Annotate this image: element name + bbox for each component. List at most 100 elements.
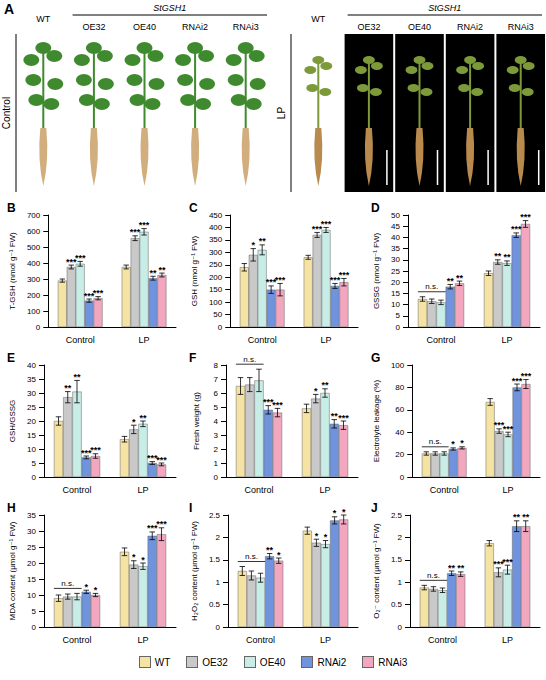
svg-text:20: 20 (27, 559, 36, 568)
svg-text:100: 100 (209, 298, 223, 307)
svg-text:0: 0 (218, 323, 223, 332)
svg-text:T-GSH (nmol g⁻¹ FW): T-GSH (nmol g⁻¹ FW) (8, 232, 17, 310)
svg-text:7: 7 (214, 375, 219, 384)
svg-text:0: 0 (398, 623, 403, 632)
svg-text:RNAi2: RNAi2 (182, 22, 208, 32)
svg-text:GSH/GSSG: GSH/GSSG (8, 400, 17, 443)
svg-text:LP: LP (137, 635, 148, 645)
svg-text:**: ** (259, 236, 267, 246)
svg-text:Control: Control (426, 335, 455, 345)
svg-text:200: 200 (209, 273, 223, 282)
svg-text:LP: LP (502, 635, 513, 645)
svg-text:300: 300 (209, 248, 223, 257)
svg-text:0.5: 0.5 (391, 600, 403, 609)
svg-text:LP: LP (501, 335, 512, 345)
svg-text:45: 45 (391, 222, 400, 231)
svg-text:LP: LP (276, 107, 287, 120)
svg-text:***: *** (521, 371, 532, 381)
svg-text:***: *** (275, 275, 286, 285)
svg-text:*: * (314, 386, 318, 396)
svg-text:*: * (141, 555, 145, 565)
svg-text:30: 30 (27, 527, 36, 536)
svg-text:5: 5 (32, 459, 37, 468)
svg-text:1.5: 1.5 (209, 555, 221, 564)
svg-text:50: 50 (213, 310, 222, 319)
svg-text:25: 25 (27, 543, 36, 552)
svg-text:B: B (7, 201, 16, 215)
svg-text:***: *** (156, 519, 167, 529)
svg-text:2.5: 2.5 (209, 511, 221, 520)
svg-text:*: * (460, 438, 464, 448)
svg-text:n.s.: n.s. (427, 571, 440, 580)
svg-text:J: J (371, 501, 378, 515)
svg-text:400: 400 (209, 223, 223, 232)
svg-text:1: 1 (214, 459, 219, 468)
svg-text:35: 35 (391, 244, 400, 253)
svg-text:0: 0 (32, 473, 37, 482)
svg-text:1: 1 (216, 578, 221, 587)
svg-text:LP: LP (503, 485, 514, 495)
svg-text:***: *** (503, 424, 514, 434)
svg-text:8: 8 (214, 361, 219, 370)
svg-text:GSH (nmol g⁻¹ FW): GSH (nmol g⁻¹ FW) (190, 235, 199, 306)
svg-text:25: 25 (391, 267, 400, 276)
svg-text:***: *** (90, 445, 101, 455)
svg-text:1: 1 (398, 578, 403, 587)
svg-text:n.s.: n.s. (245, 552, 258, 561)
svg-text:20: 20 (391, 278, 400, 287)
svg-text:***: *** (93, 288, 104, 298)
svg-text:RNAi3: RNAi3 (508, 22, 534, 32)
svg-text:0: 0 (400, 473, 405, 482)
svg-text:35: 35 (27, 511, 36, 520)
svg-text:***: *** (502, 557, 513, 567)
svg-text:200: 200 (27, 291, 41, 300)
svg-text:15: 15 (27, 431, 36, 440)
svg-text:**: ** (448, 563, 456, 573)
svg-text:0: 0 (396, 323, 401, 332)
svg-text:***: *** (75, 253, 86, 263)
svg-text:**: ** (266, 545, 274, 555)
svg-text:***: *** (272, 400, 283, 410)
svg-text:**: ** (149, 268, 157, 278)
svg-text:0: 0 (216, 623, 221, 632)
svg-text:**: ** (494, 251, 502, 261)
svg-text:Control: Control (244, 485, 273, 495)
svg-text:*: * (451, 439, 455, 449)
svg-text:MDA content (μmol g⁻¹ FW): MDA content (μmol g⁻¹ FW) (8, 521, 17, 620)
svg-text:F: F (189, 351, 196, 365)
svg-text:500: 500 (27, 243, 41, 252)
svg-text:0: 0 (36, 323, 41, 332)
svg-text:*: * (315, 531, 319, 541)
svg-text:Control: Control (428, 635, 457, 645)
svg-text:2: 2 (216, 533, 221, 542)
svg-text:150: 150 (209, 285, 223, 294)
svg-text:GSSG (nmol g⁻¹ FW): GSSG (nmol g⁻¹ FW) (372, 233, 381, 310)
svg-text:0: 0 (214, 473, 219, 482)
svg-text:*: * (132, 552, 136, 562)
svg-text:G: G (371, 351, 380, 365)
svg-text:LP: LP (139, 335, 150, 345)
svg-text:***: *** (339, 270, 350, 280)
svg-text:**: ** (331, 411, 339, 421)
svg-text:LP: LP (137, 485, 148, 495)
svg-text:350: 350 (209, 235, 223, 244)
svg-text:Fresh weight (g): Fresh weight (g) (192, 392, 201, 450)
svg-text:3: 3 (214, 431, 219, 440)
svg-text:Control: Control (1, 97, 12, 129)
svg-text:C: C (189, 201, 198, 215)
svg-text:5: 5 (32, 607, 37, 616)
svg-text:5: 5 (396, 311, 401, 320)
svg-text:*: * (333, 508, 337, 518)
svg-text:Control: Control (62, 635, 91, 645)
svg-text:OE32: OE32 (357, 22, 380, 32)
svg-text:LP: LP (320, 635, 331, 645)
svg-text:n.s.: n.s. (429, 437, 442, 446)
svg-text:OE32: OE32 (82, 22, 105, 32)
svg-text:RNAi3: RNAi3 (233, 22, 259, 32)
svg-text:100: 100 (27, 307, 41, 316)
svg-text:0.5: 0.5 (209, 600, 221, 609)
svg-text:*: * (94, 585, 98, 595)
svg-text:***: *** (338, 413, 349, 423)
svg-text:100: 100 (391, 361, 405, 370)
svg-text:**: ** (457, 563, 465, 573)
